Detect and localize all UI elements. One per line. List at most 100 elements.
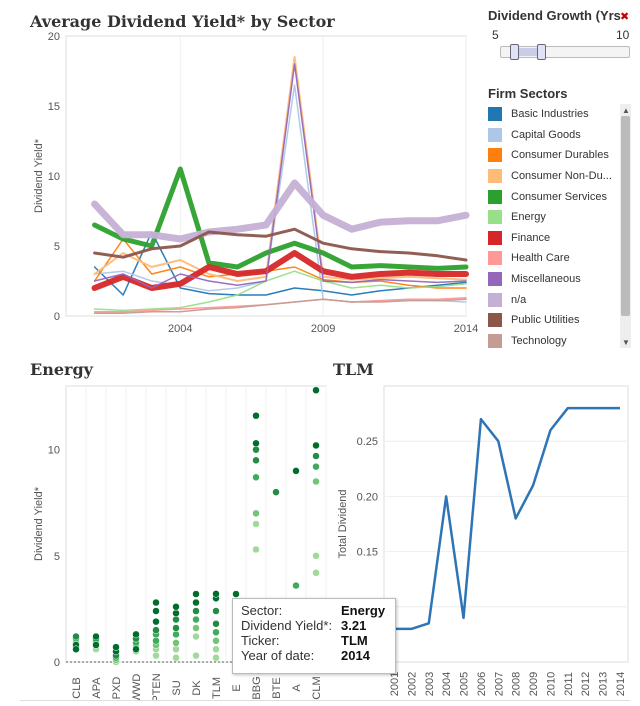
tooltip-row: Sector: Energy <box>241 603 387 618</box>
data-point <box>172 609 180 617</box>
tooltip-key: Sector: <box>241 603 283 618</box>
slider-min-handle[interactable] <box>510 44 519 60</box>
category-label: APA <box>91 677 103 699</box>
legend-item[interactable]: Capital Goods <box>488 125 620 146</box>
tooltip: Sector: Energy Dividend Yield*: 3.21 Ticke… <box>232 598 396 674</box>
tooltip-value: TLM <box>341 633 368 648</box>
legend-item[interactable]: Consumer Non-Du... <box>488 166 620 187</box>
data-point <box>152 607 160 615</box>
x-tick-label: 2001 <box>389 672 401 696</box>
category-label: BBG <box>251 676 263 699</box>
bottom-divider <box>20 700 630 701</box>
y-tick-label: 10 <box>48 171 60 183</box>
data-point <box>212 620 220 628</box>
category-label: PTEN <box>151 673 163 700</box>
legend-swatch <box>488 127 502 142</box>
y-axis-label: Dividend Yield* <box>33 138 45 213</box>
tooltip-value: 2014 <box>341 648 370 663</box>
legend-item[interactable]: Consumer Services <box>488 186 620 207</box>
tlm-chart-title: TLM <box>333 360 374 379</box>
tooltip-row: Ticker: TLM <box>241 633 387 648</box>
legend-swatch <box>488 189 502 204</box>
data-point <box>92 641 100 649</box>
x-tick-label: 2008 <box>511 672 523 696</box>
legend-item[interactable]: Energy <box>488 207 620 228</box>
data-point <box>172 639 180 647</box>
scroll-up-icon[interactable]: ▲ <box>622 106 630 115</box>
data-point <box>212 590 220 598</box>
data-point <box>132 645 140 654</box>
slider-selected-range <box>512 48 542 56</box>
legend-swatch <box>488 333 502 348</box>
data-point <box>192 624 200 632</box>
legend-item[interactable]: Technology <box>488 331 620 352</box>
x-tick-label: 2005 <box>459 672 471 696</box>
y-axis-label: Total Dividend <box>337 489 349 558</box>
legend-title: Firm Sectors <box>488 86 568 101</box>
data-point <box>152 598 160 607</box>
scroll-down-icon[interactable]: ▼ <box>622 338 630 347</box>
x-tick-label: 2004 <box>441 672 453 696</box>
x-tick-label: 2014 <box>615 672 627 696</box>
legend-item[interactable]: Consumer Durables <box>488 145 620 166</box>
data-point <box>312 462 320 471</box>
legend-item[interactable]: Miscellaneous <box>488 269 620 290</box>
dividend-growth-filter-title: Dividend Growth (Yrs <box>488 8 621 23</box>
series-line <box>93 270 467 312</box>
y-tick-label: 5 <box>54 241 60 253</box>
clear-filter-icon[interactable]: ✖ <box>620 11 630 23</box>
data-point <box>172 615 180 624</box>
data-point <box>252 520 260 528</box>
data-point <box>312 552 320 560</box>
legend-label: Technology <box>511 334 567 347</box>
legend-item[interactable]: Finance <box>488 228 620 249</box>
x-tick-label: 2007 <box>493 672 505 696</box>
category-label: SU <box>171 680 183 695</box>
series-line <box>93 238 467 289</box>
y-tick-label: 0 <box>54 657 60 669</box>
scroll-thumb[interactable] <box>621 116 630 316</box>
data-point <box>312 452 320 460</box>
legend-item[interactable]: n/a <box>488 289 620 310</box>
data-point <box>252 473 260 482</box>
data-point <box>72 632 80 641</box>
data-point <box>292 581 300 590</box>
legend-label: Consumer Non-Du... <box>511 170 612 183</box>
legend-label: Miscellaneous <box>511 273 581 286</box>
legend-label: Basic Industries <box>511 108 589 121</box>
slider-max-handle[interactable] <box>537 44 546 60</box>
data-point <box>212 654 220 662</box>
legend-swatch <box>488 292 502 307</box>
category-label: WWD <box>131 674 143 700</box>
y-tick-label: 0.25 <box>357 436 378 448</box>
sector-legend: Basic Industries Capital Goods Consumer … <box>488 104 620 351</box>
energy-scatter-chart[interactable]: 0 5 10 Dividend Yield* CLB APA PXD WWD PTEN SU DK T… <box>0 380 330 700</box>
legend-item[interactable]: Public Utilities <box>488 310 620 331</box>
series-line <box>394 406 620 631</box>
data-point <box>172 624 180 632</box>
slider-max-label: 10 <box>616 28 630 42</box>
legend-swatch <box>488 169 502 184</box>
category-label: E <box>231 684 243 691</box>
legend-item[interactable]: Health Care <box>488 248 620 269</box>
data-point <box>132 630 140 639</box>
tooltip-key: Ticker: <box>241 633 280 648</box>
x-tick-label: 2004 <box>168 323 192 335</box>
y-tick-label: 20 <box>48 31 60 43</box>
y-tick-label: 0.20 <box>357 491 378 503</box>
data-point <box>152 651 160 660</box>
data-point <box>212 628 220 637</box>
x-tick-label: 2012 <box>580 672 592 696</box>
y-tick-label: 0.15 <box>357 547 378 559</box>
legend-label: Capital Goods <box>511 128 581 141</box>
data-point <box>172 630 180 639</box>
average-yield-line-chart[interactable]: 0 5 10 15 20 2004 2009 2014 Dividend Yield* <box>0 30 480 350</box>
legend-swatch <box>488 251 502 266</box>
legend-label: Public Utilities <box>511 314 580 327</box>
legend-scrollbar[interactable]: ▲ ▼ <box>620 104 631 348</box>
data-point <box>252 439 260 448</box>
tooltip-value: Energy <box>341 603 386 618</box>
data-point <box>192 632 200 641</box>
legend-item[interactable]: Basic Industries <box>488 104 620 125</box>
data-point <box>312 569 320 577</box>
